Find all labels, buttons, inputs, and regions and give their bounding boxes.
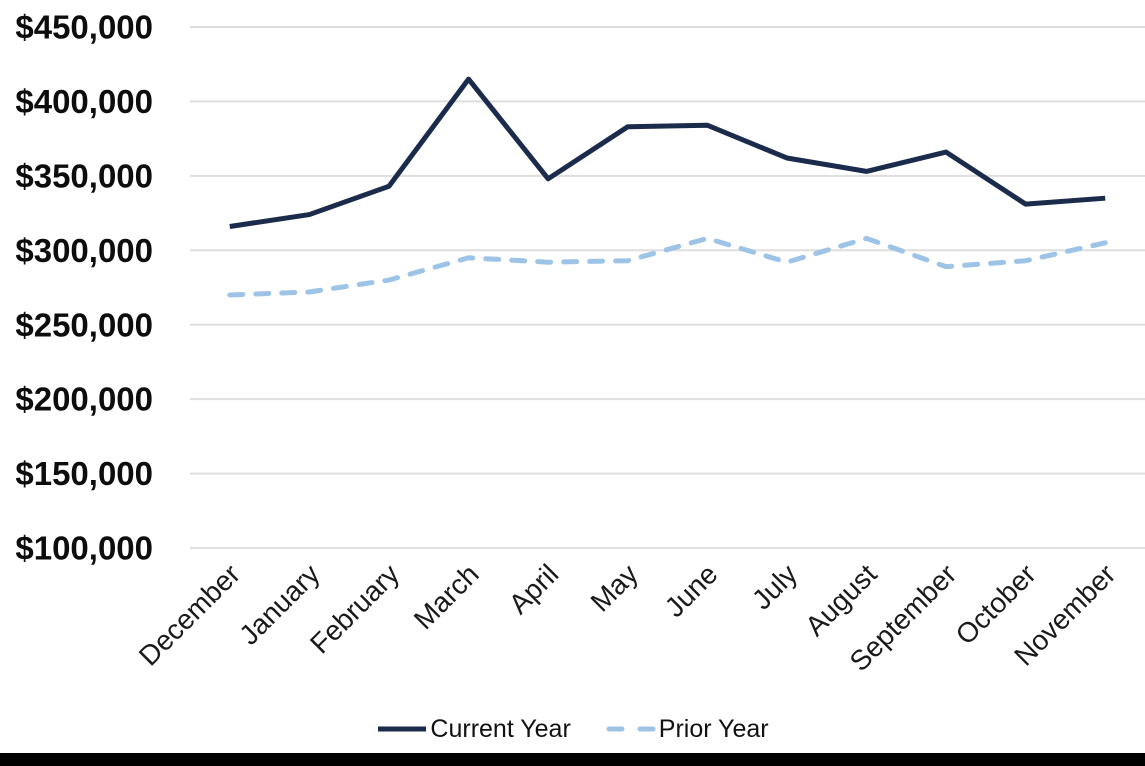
y-tick-label: $300,000 <box>15 232 153 269</box>
series-line-current-year <box>229 76 1106 229</box>
dashed-line-swatch-icon <box>606 726 657 732</box>
legend-item-prior-year: Prior Year <box>605 715 769 744</box>
x-tick-label: March <box>408 558 485 635</box>
x-tick-label: June <box>659 558 724 623</box>
y-tick-label: $100,000 <box>15 530 153 567</box>
x-tick-label: May <box>585 558 644 617</box>
series-line-prior-year <box>227 235 1108 298</box>
y-tick-label: $350,000 <box>15 157 153 194</box>
legend-label-current-year: Current Year <box>430 714 571 743</box>
chart-legend: Current Year Prior Year <box>0 708 1145 750</box>
x-tick-label: December <box>133 558 246 671</box>
solid-line-swatch-icon <box>378 726 427 732</box>
legend-item-current-year: Current Year <box>376 714 571 744</box>
x-tick-label: April <box>503 558 565 620</box>
x-tick-label: July <box>746 558 803 615</box>
y-tick-label: $400,000 <box>15 83 153 120</box>
x-tick-label: February <box>304 558 405 659</box>
bottom-black-bar <box>0 753 1145 766</box>
y-tick-label: $150,000 <box>15 455 153 492</box>
y-tick-label: $450,000 <box>15 9 153 46</box>
y-tick-label: $250,000 <box>15 306 153 343</box>
y-tick-label: $200,000 <box>15 381 153 418</box>
line-chart-plot: $450,000 $400,000 $350,000 $300,000 $250,000… <box>15 9 1145 677</box>
legend-label-prior-year: Prior Year <box>658 714 769 743</box>
